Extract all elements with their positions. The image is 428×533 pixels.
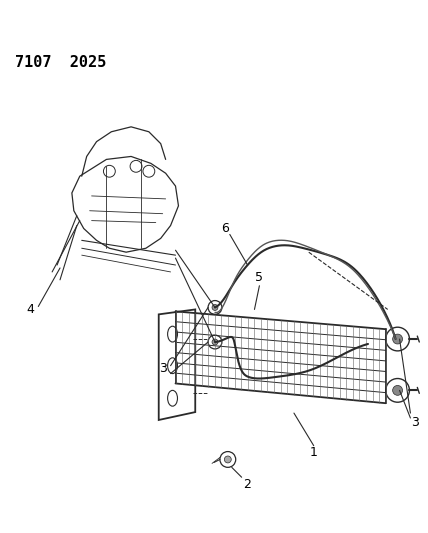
- Text: 4: 4: [27, 303, 34, 316]
- Text: 6: 6: [221, 222, 229, 235]
- Text: 1: 1: [310, 446, 318, 459]
- Circle shape: [212, 339, 218, 345]
- Text: 3: 3: [159, 362, 166, 375]
- Text: 7107  2025: 7107 2025: [15, 55, 106, 70]
- Circle shape: [392, 334, 402, 344]
- Text: 2: 2: [244, 478, 252, 491]
- Circle shape: [224, 456, 231, 463]
- Text: 5: 5: [256, 271, 263, 284]
- Circle shape: [392, 385, 402, 395]
- Text: 3: 3: [411, 416, 419, 430]
- Circle shape: [212, 304, 218, 310]
